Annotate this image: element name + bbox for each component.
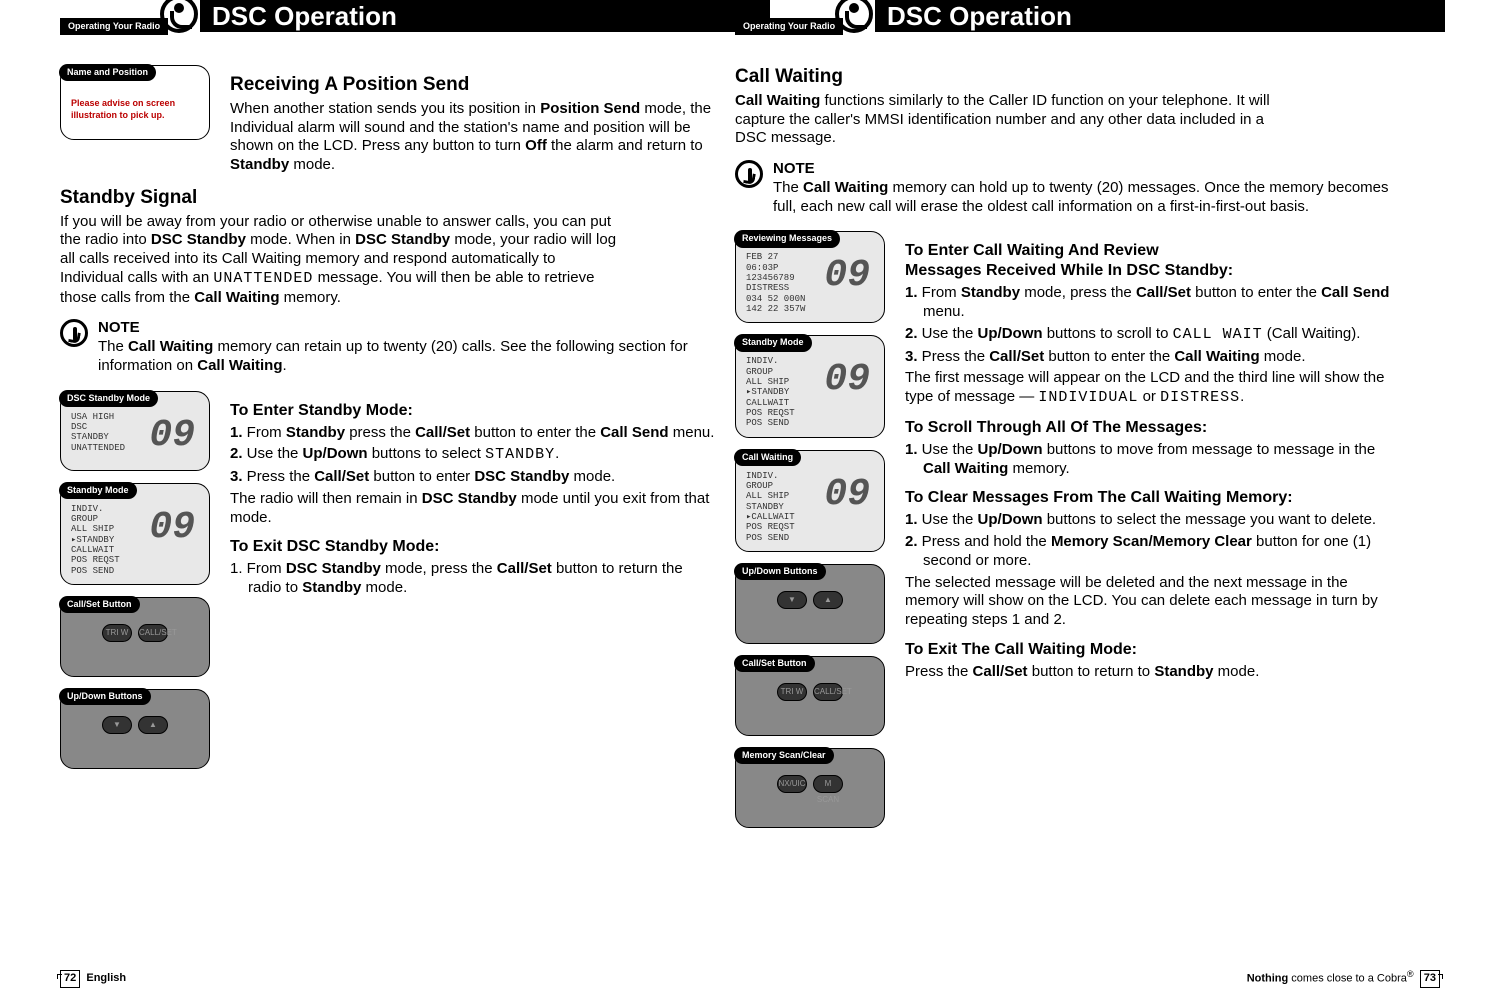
receiving-paragraph: When another station sends you its posit…: [230, 100, 720, 175]
callout-updown-buttons: Up/Down Buttons ▼▲: [60, 689, 210, 769]
callout-dsc-standby: DSC Standby Mode USA HIGH DSC STANDBY UN…: [60, 391, 210, 471]
note-icon: [60, 319, 88, 347]
left-page: DSC Operation Operating Your Radio Name …: [60, 0, 720, 1008]
header-bar: DSC Operation: [200, 0, 770, 32]
header-bar: DSC Operation: [875, 0, 1445, 32]
note-text: The Call Waiting memory can hold up to t…: [773, 179, 1395, 217]
note-icon: [735, 160, 763, 188]
standby-signal-title: Standby Signal: [60, 186, 720, 210]
callout-standby-mode: Standby Mode INDIV. GROUP ALL SHIP ▸STAN…: [735, 335, 885, 437]
footer-left: 72 English: [60, 970, 126, 988]
clear-steps: 1. Use the Up/Down buttons to select the…: [905, 511, 1395, 570]
scroll-title: To Scroll Through All Of The Messages:: [905, 418, 1395, 438]
enter-cw-title-1: To Enter Call Waiting And Review: [905, 241, 1395, 261]
scroll-steps: 1. Use the Up/Down buttons to move from …: [905, 441, 1395, 479]
callout-reviewing-messages: Reviewing Messages FEB 27 06:03P 1234567…: [735, 231, 885, 323]
header-title: DSC Operation: [887, 0, 1072, 32]
callout-tab: Up/Down Buttons: [59, 688, 151, 705]
callout-name-position: Name and Position Please advise on scree…: [60, 65, 210, 140]
footer-language: English: [86, 972, 126, 984]
callout-body: Please advise on screen illustration to …: [71, 90, 199, 121]
receiving-title: Receiving A Position Send: [230, 73, 720, 97]
cw-p2: The first message will appear on the LCD…: [905, 369, 1395, 408]
enter-cw-title-2: Messages Received While In DSC Standby:: [905, 261, 1395, 281]
callout-tab: Call/Set Button: [59, 596, 140, 613]
note-title: NOTE: [98, 319, 720, 338]
call-waiting-paragraph: Call Waiting functions similarly to the …: [735, 92, 1295, 148]
callout-callset-button: Call/Set Button TRI WCALL/SET: [60, 597, 210, 677]
callout-standby-mode: Standby Mode INDIV. GROUP ALL SHIP ▸STAN…: [60, 483, 210, 585]
lcd-channel: 09: [149, 504, 195, 552]
callout-tab: Standby Mode: [59, 482, 137, 499]
clear-p3: The selected message will be deleted and…: [905, 574, 1395, 630]
standby-signal-paragraph: If you will be away from your radio or o…: [60, 213, 620, 308]
clear-title: To Clear Messages From The Call Waiting …: [905, 488, 1395, 508]
note-block: NOTE The Call Waiting memory can retain …: [60, 319, 720, 378]
header-title: DSC Operation: [212, 0, 397, 32]
enter-standby-p2: The radio will then remain in DSC Standb…: [230, 490, 720, 528]
right-page: DSC Operation Operating Your Radio Call …: [735, 0, 1395, 1008]
header: DSC Operation Operating Your Radio: [735, 0, 1395, 40]
enter-standby-steps: 1. From Standby press the Call/Set butto…: [230, 424, 720, 487]
header-badge: Operating Your Radio: [735, 18, 843, 35]
exit-standby-step: 1. From DSC Standby mode, press the Call…: [230, 560, 720, 598]
callout-tab: DSC Standby Mode: [59, 390, 158, 407]
call-waiting-title: Call Waiting: [735, 65, 1395, 89]
page-number: 72: [60, 970, 80, 988]
lcd-channel: 09: [149, 412, 195, 460]
header: DSC Operation Operating Your Radio: [60, 0, 720, 40]
footer-right: Nothing comes close to a Cobra® 73: [1247, 969, 1440, 988]
enter-cw-steps: 1. From Standby mode, press the Call/Set…: [905, 284, 1395, 366]
callout-tab: Name and Position: [59, 64, 156, 81]
callout-callset-button: Call/Set Button TRI WCALL/SET: [735, 656, 885, 736]
enter-standby-title: To Enter Standby Mode:: [230, 401, 720, 421]
exit-standby-title: To Exit DSC Standby Mode:: [230, 537, 720, 557]
note-block: NOTE The Call Waiting memory can hold up…: [735, 160, 1395, 219]
header-badge: Operating Your Radio: [60, 18, 168, 35]
callout-call-waiting: Call Waiting INDIV. GROUP ALL SHIP STAND…: [735, 450, 885, 552]
page-number: 73: [1420, 970, 1440, 988]
note-text: The Call Waiting memory can retain up to…: [98, 338, 720, 376]
callout-updown-buttons: Up/Down Buttons ▼▲: [735, 564, 885, 644]
exit-cw-title: To Exit The Call Waiting Mode:: [905, 640, 1395, 660]
note-title: NOTE: [773, 160, 1395, 179]
callout-memory-scan-clear: Memory Scan/Clear NX/UICM SCAN: [735, 748, 885, 828]
exit-cw-p: Press the Call/Set button to return to S…: [905, 663, 1395, 682]
